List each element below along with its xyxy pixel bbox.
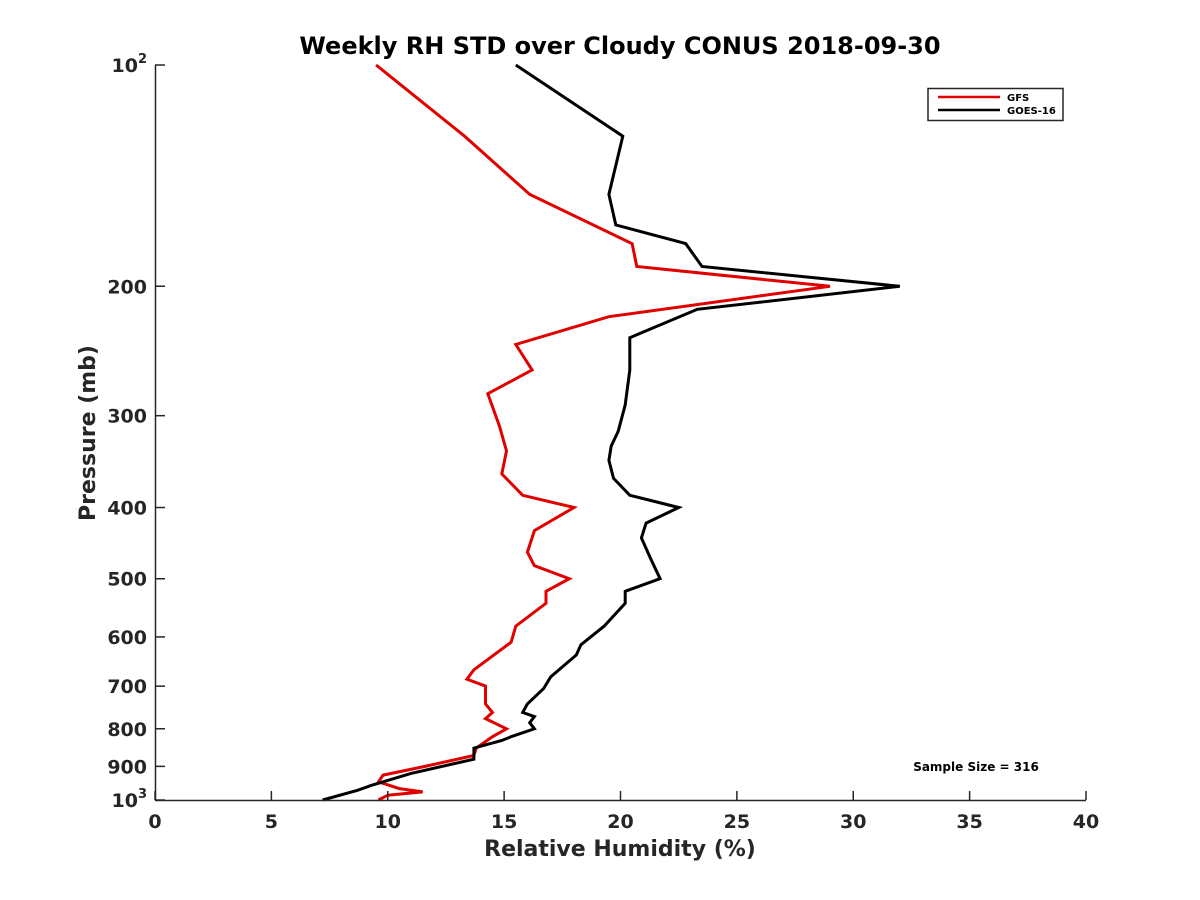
- x-tick-label: 5: [265, 811, 278, 833]
- y-axis-label: Pressure (mb): [76, 345, 101, 521]
- y-axis-ticks: 102 200 300 400 500 600 700 800 900 103: [107, 52, 165, 812]
- x-tick-label: 20: [607, 811, 633, 833]
- y-tick-label: 500: [107, 569, 147, 591]
- y-tick-label: 103: [112, 787, 148, 812]
- y-tick-label: 400: [107, 498, 147, 520]
- x-tick-label: 35: [956, 811, 982, 833]
- series-layer: [322, 63, 900, 802]
- x-tick-label: 15: [491, 811, 517, 833]
- y-tick-label: 200: [107, 276, 147, 298]
- x-tick-label: 10: [375, 811, 401, 833]
- legend-label-gfs: GFS: [1007, 93, 1029, 104]
- y-tick-label: 900: [107, 756, 147, 778]
- legend: GFS GOES-16: [927, 87, 1064, 122]
- x-tick-label: 25: [724, 811, 750, 833]
- y-tick-label: 300: [107, 406, 147, 428]
- series-line-gfs: [375, 63, 831, 802]
- x-tick-label: 40: [1073, 811, 1099, 833]
- x-axis-label: Relative Humidity (%): [484, 837, 756, 862]
- legend-box: [927, 87, 1064, 122]
- x-axis-ticks: 0 5 10 15 20 25 30 35 40: [148, 791, 1099, 833]
- chart-title: Weekly RH STD over Cloudy CONUS 2018-09-…: [299, 32, 940, 60]
- y-tick-label: 600: [107, 627, 147, 649]
- x-tick-label: 0: [148, 811, 161, 833]
- y-tick-label: 102: [112, 52, 148, 77]
- series-line-goes16: [322, 63, 900, 802]
- x-tick-label: 30: [840, 811, 866, 833]
- legend-label-goes16: GOES-16: [1007, 106, 1056, 117]
- y-tick-label: 700: [107, 676, 147, 698]
- sample-size-annotation: Sample Size = 316: [913, 760, 1039, 774]
- y-tick-label: 800: [107, 719, 147, 741]
